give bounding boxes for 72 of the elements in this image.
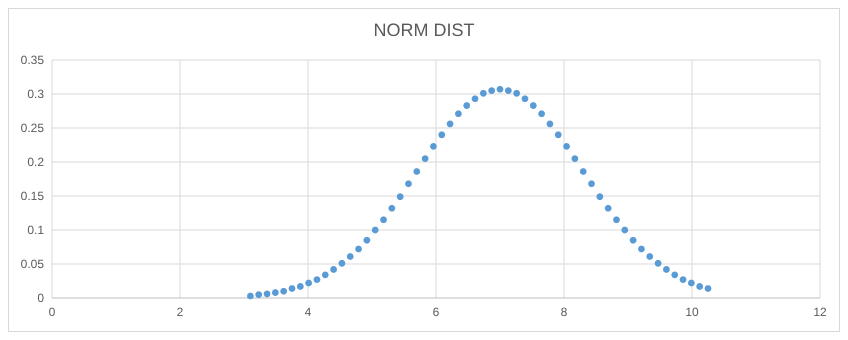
point <box>338 260 346 267</box>
point <box>330 266 337 273</box>
point <box>571 155 578 162</box>
point <box>646 253 654 260</box>
point <box>314 276 320 284</box>
point <box>546 120 554 128</box>
point <box>296 283 304 290</box>
x-tick-label: 10 <box>685 305 699 319</box>
y-tick-label: 0.35 <box>20 53 44 67</box>
point <box>604 204 612 212</box>
point <box>663 266 670 273</box>
point <box>346 253 354 260</box>
point <box>363 236 370 244</box>
point <box>446 120 454 128</box>
point <box>671 272 678 278</box>
y-tick-label: 0.2 <box>27 155 44 169</box>
point <box>638 246 645 252</box>
x-tick-label: 12 <box>813 305 827 319</box>
point <box>480 90 487 97</box>
point <box>563 142 570 150</box>
point <box>513 90 520 97</box>
point <box>472 95 478 102</box>
point <box>355 246 362 252</box>
y-tick-label: 0.25 <box>20 121 44 135</box>
point <box>372 226 379 234</box>
y-tick-label: 0.3 <box>27 87 44 101</box>
point <box>322 272 329 278</box>
point <box>522 95 528 102</box>
point <box>430 142 437 150</box>
point <box>630 236 637 244</box>
point <box>380 216 387 224</box>
y-tick-label: 0.15 <box>20 189 44 203</box>
point <box>405 180 412 188</box>
point <box>680 276 686 284</box>
point <box>455 110 462 118</box>
x-tick-label: 2 <box>176 305 184 319</box>
point <box>305 280 312 286</box>
y-tick-label: 0.05 <box>20 257 44 271</box>
point <box>396 193 404 200</box>
point <box>255 291 262 298</box>
point <box>580 168 587 175</box>
point <box>654 260 662 267</box>
chart-title: NORM DIST <box>374 20 474 40</box>
point <box>588 180 595 188</box>
point <box>280 288 288 295</box>
point <box>488 87 496 94</box>
y-tick-label: 0 <box>37 291 44 305</box>
point <box>704 285 712 292</box>
point <box>272 289 279 296</box>
point <box>438 131 446 138</box>
point <box>538 110 545 118</box>
point <box>496 86 504 93</box>
point <box>696 283 704 290</box>
point <box>688 280 695 286</box>
y-tick-label: 0.1 <box>27 223 44 237</box>
point <box>388 204 396 212</box>
point <box>613 216 620 224</box>
point <box>264 290 270 298</box>
point <box>247 292 254 300</box>
point <box>530 102 537 109</box>
x-tick-label: 6 <box>432 305 440 319</box>
point <box>422 155 429 162</box>
x-tick-label: 0 <box>48 305 56 319</box>
point <box>596 193 604 200</box>
point <box>288 285 296 292</box>
x-tick-label: 4 <box>304 305 312 319</box>
point <box>554 131 562 138</box>
point <box>413 168 420 175</box>
point <box>621 226 628 234</box>
point <box>463 102 470 109</box>
x-tick-label: 8 <box>560 305 568 319</box>
point <box>504 87 512 94</box>
